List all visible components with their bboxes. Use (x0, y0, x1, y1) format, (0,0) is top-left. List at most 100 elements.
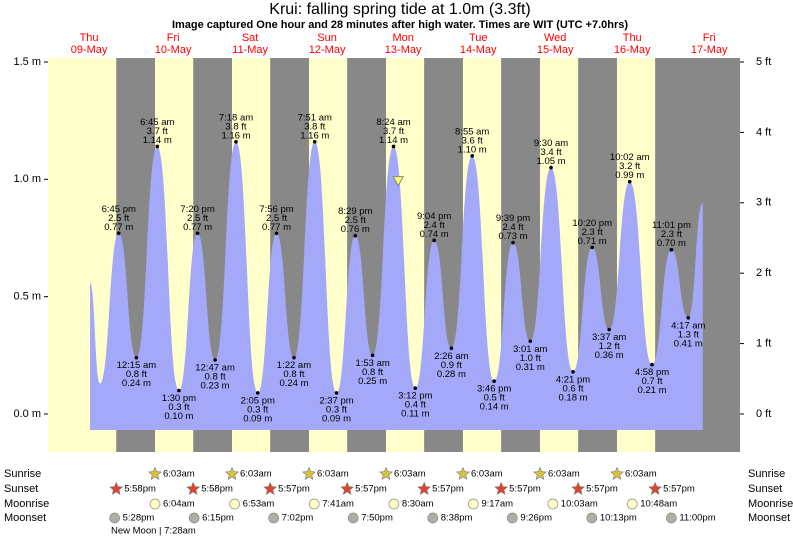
m-label: 0.74 m (420, 229, 449, 240)
time-label: 12:15 am (117, 360, 157, 371)
day-name: Mon (392, 32, 413, 44)
day-date: 12-May (309, 44, 346, 56)
ft-label: 3.2 ft (619, 161, 640, 172)
event-label: 5:57pm (509, 484, 541, 495)
extreme-point (274, 231, 279, 236)
ft-label: 0.5 ft (484, 393, 505, 404)
event-label: 5:58pm (124, 484, 156, 495)
event-icon (456, 466, 470, 480)
m-label: 0.36 m (595, 350, 624, 361)
ft-label: 3.8 ft (304, 121, 325, 132)
day-name: Sat (242, 32, 259, 44)
time-label: 9:04 pm (417, 211, 451, 222)
event-label: 10:48am (640, 499, 677, 510)
ft-label: 0.8 ft (283, 369, 304, 380)
time-label: 7:51 am (298, 112, 332, 123)
time-label: 8:24 am (376, 117, 410, 128)
extreme-point (686, 315, 691, 320)
ft-label: 2.4 ft (502, 222, 523, 233)
day-name: Wed (544, 32, 566, 44)
chart-title: Krui: falling spring tide at 1.0m (3.3ft… (269, 1, 530, 18)
ft-label: 3.6 ft (462, 135, 483, 146)
extreme-point (134, 355, 139, 360)
row-label-left: Sunrise (4, 468, 41, 480)
event-icon (347, 512, 359, 524)
day-date: 16-May (614, 44, 651, 56)
extreme-point (234, 139, 238, 144)
m-label: 0.09 m (243, 413, 272, 424)
event-icon (263, 481, 278, 495)
event-icon (626, 498, 638, 510)
event-label: 8:30am (402, 499, 434, 510)
ft-label: 0.8 ft (126, 369, 147, 380)
extreme-point (195, 231, 200, 236)
ft-label: 0.4 ft (405, 400, 426, 411)
time-label: 7:18 am (219, 112, 253, 123)
event-label: 6:03am (548, 469, 580, 480)
time-label: 3:12 pm (398, 391, 432, 402)
time-label: 2:26 am (434, 351, 468, 362)
y2-tick-label: 1 ft (756, 337, 771, 349)
day-name: Fri (703, 32, 716, 44)
extreme-point (255, 391, 260, 395)
event-label: 5:57pm (586, 484, 618, 495)
event-icon (494, 481, 509, 495)
ft-label: 2.3 ft (661, 229, 682, 240)
extreme-point (607, 327, 611, 332)
extreme-point (627, 179, 632, 184)
event-icon (229, 498, 241, 510)
time-label: 9:30 am (534, 138, 568, 149)
event-icon (109, 512, 120, 524)
day-date: 13-May (385, 44, 422, 56)
event-label: 7:50pm (361, 513, 393, 524)
event-icon (379, 466, 393, 480)
m-label: 0.11 m (401, 409, 429, 420)
extreme-point (312, 139, 317, 144)
event-icon (547, 498, 559, 510)
time-label: 2:05 pm (241, 395, 275, 406)
y2-tick-label: 2 ft (756, 267, 771, 279)
extreme-point (492, 379, 496, 383)
event-label: 7:41am (322, 499, 354, 510)
y2-tick-label: 3 ft (756, 197, 771, 209)
event-label: 5:57pm (432, 484, 464, 495)
m-label: 0.24 m (122, 378, 151, 389)
event-icon (417, 481, 432, 495)
extreme-point (370, 353, 375, 358)
time-label: 8:29 pm (338, 206, 372, 217)
m-label: 0.70 m (657, 238, 686, 249)
ft-label: 0.6 ft (562, 383, 583, 394)
extreme-point (669, 247, 674, 252)
row-label-right: Moonset (748, 512, 790, 524)
time-label: 6:45 am (140, 117, 174, 128)
row-label-right: Moonrise (748, 498, 793, 510)
event-icon (506, 512, 518, 524)
extreme-point (432, 238, 436, 243)
m-label: 1.16 m (221, 130, 250, 141)
event-icon (648, 481, 663, 495)
m-label: 0.77 m (183, 222, 212, 233)
ft-label: 3.7 ft (147, 126, 168, 137)
event-label: 8:38pm (441, 513, 473, 524)
event-icon (148, 466, 162, 480)
event-icon (188, 512, 200, 524)
event-label: 6:03am (317, 469, 349, 480)
event-label: 5:58pm (201, 484, 233, 495)
event-icon (302, 466, 316, 480)
event-icon (308, 498, 320, 510)
extreme-point (177, 388, 181, 393)
m-label: 0.28 m (437, 369, 466, 380)
m-label: 1.10 m (458, 144, 487, 155)
event-label: 6:53am (243, 499, 275, 510)
event-icon (149, 498, 161, 510)
row-label-left: Moonrise (4, 498, 49, 510)
y-tick-label: 1.5 m (13, 56, 41, 68)
row-label-right: Sunrise (748, 468, 785, 480)
day-date: 14-May (460, 44, 497, 56)
event-label: 6:03am (240, 469, 272, 480)
event-icon (225, 466, 239, 480)
m-label: 0.23 m (201, 381, 230, 392)
time-label: 8:55 am (455, 126, 489, 137)
event-label: 9:17am (481, 499, 513, 510)
